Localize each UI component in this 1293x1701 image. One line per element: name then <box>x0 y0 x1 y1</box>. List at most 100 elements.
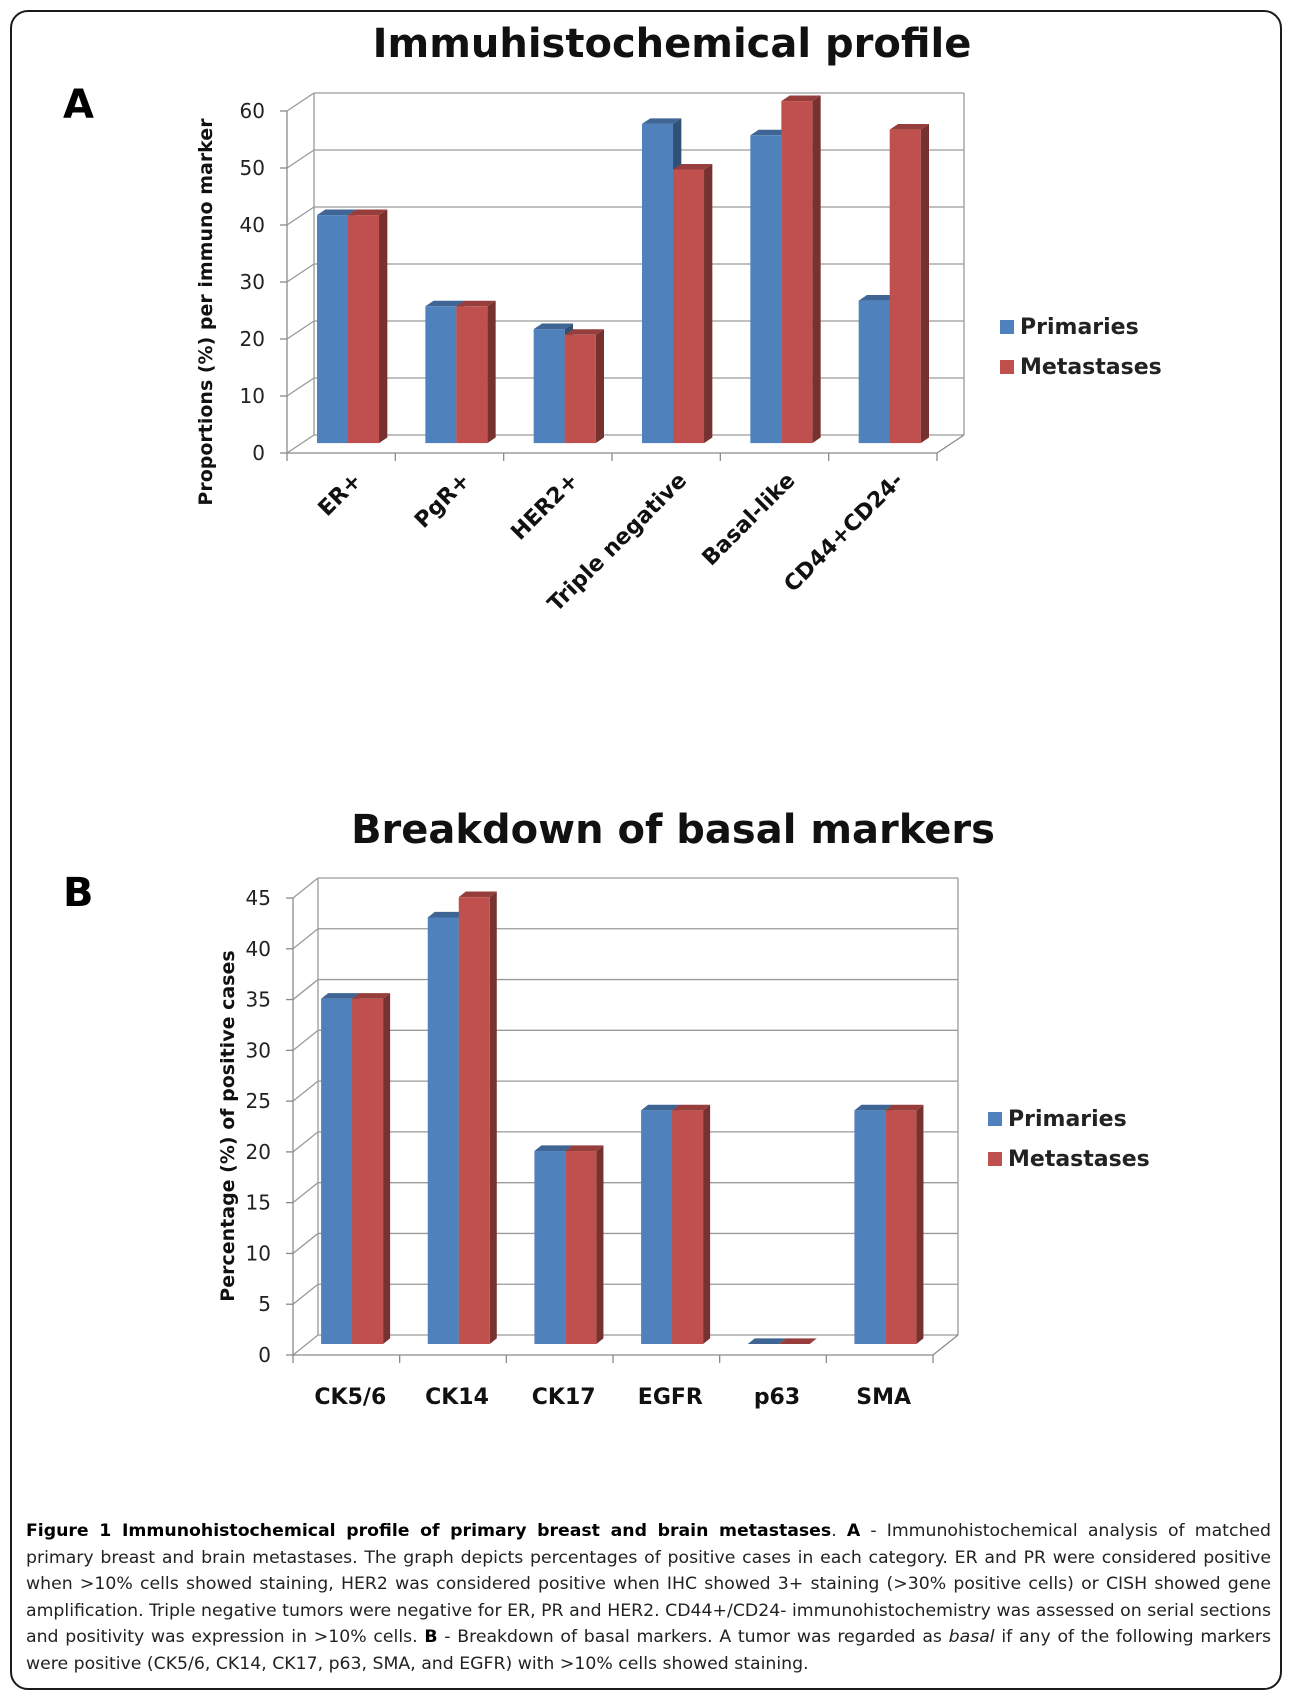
bar-top <box>317 209 357 216</box>
gridline-side <box>292 1182 319 1204</box>
gridline-side <box>292 1029 319 1051</box>
category-label: p63 <box>754 1385 800 1410</box>
gridline-side <box>292 928 319 950</box>
bar-top <box>858 295 899 301</box>
category-label: Basal-like <box>698 468 801 571</box>
bar-front <box>672 1110 704 1344</box>
caption-title: Figure 1 Immunohistochemical profile of … <box>26 1521 832 1541</box>
bar-side <box>489 891 497 1344</box>
bar-front <box>533 329 565 444</box>
bar-front <box>564 334 596 444</box>
bar-front <box>317 215 349 444</box>
bar-front <box>750 135 782 444</box>
legend-label-metastases: Metastases <box>1008 1147 1150 1172</box>
gridline-side <box>292 979 319 1001</box>
y-tick-label: 25 <box>246 1089 271 1113</box>
bar-metastases-1 <box>456 300 496 444</box>
bar-side <box>916 1104 924 1344</box>
caption-b-text2: if any of the following markers were pos… <box>26 1627 1271 1674</box>
bar-side <box>920 124 930 444</box>
gridline-side <box>286 149 315 169</box>
bar-metastases-2 <box>565 1145 604 1344</box>
legend-swatch-metastases <box>988 1152 1002 1166</box>
category-label: CK14 <box>425 1385 489 1410</box>
gridline-side <box>292 1080 319 1102</box>
y-tick-label: 30 <box>240 270 265 294</box>
bar-side <box>596 1145 604 1344</box>
y-tick-label: 15 <box>246 1191 271 1215</box>
bar-front <box>641 1110 673 1344</box>
gridline-side <box>286 320 315 340</box>
bar-metastases-1 <box>458 891 497 1344</box>
bar-top <box>565 1145 604 1152</box>
y-tick-label: 20 <box>240 327 265 351</box>
category-label: ER+ <box>314 468 367 521</box>
y-axis-title: Percentage (%) of positive cases <box>217 950 239 1301</box>
gridline-side <box>286 92 315 112</box>
bar-front <box>321 998 353 1344</box>
y-tick-label: 40 <box>240 213 265 237</box>
bar-side <box>383 993 391 1344</box>
y-tick-label: 10 <box>246 1241 271 1265</box>
bar-front <box>456 306 488 444</box>
category-label: HER2+ <box>507 468 584 545</box>
figure-caption: Figure 1 Immunohistochemical profile of … <box>26 1518 1271 1677</box>
y-tick-label: 60 <box>240 99 265 123</box>
floor-edge <box>932 1334 959 1356</box>
bar-top <box>672 1104 711 1111</box>
y-tick-label: 0 <box>258 1343 271 1367</box>
charts-canvas: Immuhistochemical profile 0 10 20 30 40 50 60 ER… <box>195 21 1162 1410</box>
bar-top <box>458 891 497 898</box>
bar-front <box>352 998 384 1344</box>
bar-front <box>781 101 813 444</box>
bar-top <box>534 1145 573 1152</box>
bar-top <box>321 993 360 999</box>
bar-top <box>427 911 466 918</box>
gridline-side <box>292 1232 319 1254</box>
legend-swatch-primaries <box>988 1112 1002 1126</box>
bar-top <box>564 329 605 335</box>
category-label: EGFR <box>638 1385 703 1410</box>
chart-title: Immuhistochemical profile <box>373 21 972 67</box>
bar-metastases-3 <box>673 163 713 444</box>
y-tick-label: 30 <box>246 1038 271 1062</box>
bar-metastases-4 <box>778 1338 817 1344</box>
bar-front <box>885 1110 917 1344</box>
legend-label-metastases: Metastases <box>1020 355 1162 380</box>
bar-side <box>704 163 713 444</box>
legend-swatch-metastases <box>1000 360 1014 374</box>
y-tick-label: 0 <box>252 441 265 465</box>
bar-top <box>352 993 391 999</box>
bar-side <box>812 95 821 444</box>
bar-top <box>885 1104 924 1111</box>
bar-front <box>889 129 921 444</box>
gridline-side <box>292 1131 319 1153</box>
bar-front <box>858 300 890 444</box>
legend-label-primaries: Primaries <box>1008 1107 1127 1132</box>
bar-metastases-0 <box>352 993 391 1344</box>
gridline-side <box>292 1334 319 1356</box>
bar-side <box>703 1104 711 1344</box>
caption-b-label: B <box>424 1627 438 1647</box>
bar-front <box>642 123 674 444</box>
bar-top <box>889 124 930 130</box>
bar-front <box>425 306 457 444</box>
caption-b-text1: - Breakdown of basal markers. A tumor wa… <box>437 1627 949 1647</box>
caption-b-italic: basal <box>948 1627 995 1647</box>
bar-top <box>533 323 574 330</box>
y-tick-label: 50 <box>240 156 265 180</box>
bar-primaries-4 <box>747 1338 786 1344</box>
bar-metastases-5 <box>889 124 930 444</box>
gridline-side <box>286 263 315 283</box>
category-label: PgR+ <box>410 468 475 533</box>
bar-top <box>641 1104 680 1111</box>
bar-metastases-4 <box>781 95 821 444</box>
category-label: CD44+CD24- <box>780 468 909 597</box>
bar-top <box>750 129 790 136</box>
caption-a-label: A <box>846 1521 861 1541</box>
legend-label-primaries: Primaries <box>1020 315 1139 340</box>
bar-top <box>673 163 713 170</box>
gridline-side <box>286 434 315 454</box>
category-label: CK5/6 <box>314 1385 386 1410</box>
y-tick-label: 45 <box>246 886 271 910</box>
